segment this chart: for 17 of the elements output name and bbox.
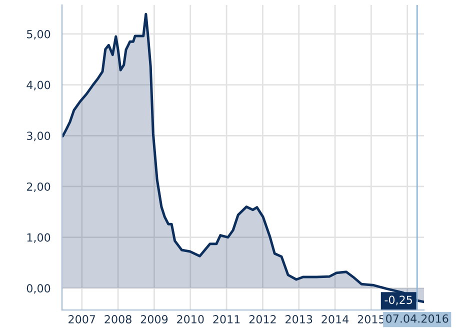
x-tick-label: 2013 [286, 315, 312, 324]
y-tick-label: 0,00 [26, 284, 50, 294]
x-tick-label: 2012 [249, 315, 276, 324]
x-tick-label: 2011 [213, 315, 240, 324]
annotation: -0,25 [384, 296, 412, 306]
y-tick-label: 3,00 [26, 132, 50, 142]
ref-line-label: 07.04.2016 [386, 314, 448, 323]
y-tick-label: 5,00 [27, 30, 50, 40]
x-tick-label: 2008 [104, 315, 132, 324]
y-tick-label: 2,00 [26, 182, 50, 192]
y-tick-label: 1,00 [27, 233, 50, 243]
x-tick-label: 2009 [140, 315, 168, 324]
x-tick-label: 2010 [177, 315, 204, 324]
x-tick-label: 2015 [358, 315, 384, 324]
y-tick-label: 4,00 [26, 80, 50, 90]
x-tick-label: 2014 [322, 315, 349, 324]
x-tick-label: 2007 [68, 315, 96, 324]
